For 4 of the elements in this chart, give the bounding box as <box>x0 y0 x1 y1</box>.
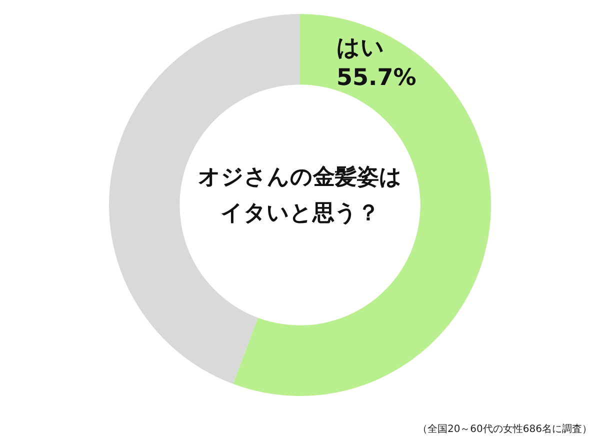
text: （全国20～60代の女性686名に調査） <box>417 422 592 436</box>
slice-label: はい <box>336 35 384 62</box>
text: オジさんの金髪姿はイタいと思う？ <box>197 164 403 228</box>
data-label: 55.7% <box>336 65 416 92</box>
